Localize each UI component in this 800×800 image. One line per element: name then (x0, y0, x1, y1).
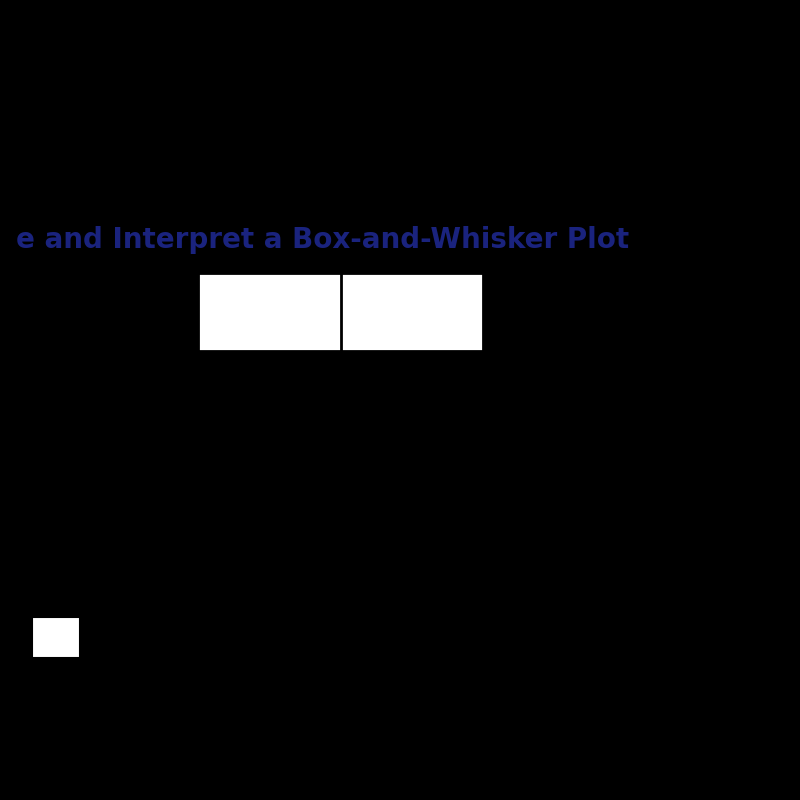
Text: A: A (145, 365, 157, 383)
Text: E: E (620, 365, 631, 383)
Text: D: D (476, 365, 490, 383)
Text: What is the value represented by the letter A on the box plot of the data?: What is the value represented by the let… (32, 327, 697, 346)
Text: Enter your answer in the box.: Enter your answer in the box. (32, 586, 278, 605)
Bar (198, 274, 483, 350)
FancyBboxPatch shape (32, 617, 80, 658)
Text: e and Interpret a Box-and-Whisker Plot: e and Interpret a Box-and-Whisker Plot (16, 226, 629, 254)
Text: C: C (334, 365, 347, 383)
Text: 10, 12, 15, 21, 24, 30: 10, 12, 15, 21, 24, 30 (32, 383, 271, 402)
Text: B: B (192, 365, 204, 383)
